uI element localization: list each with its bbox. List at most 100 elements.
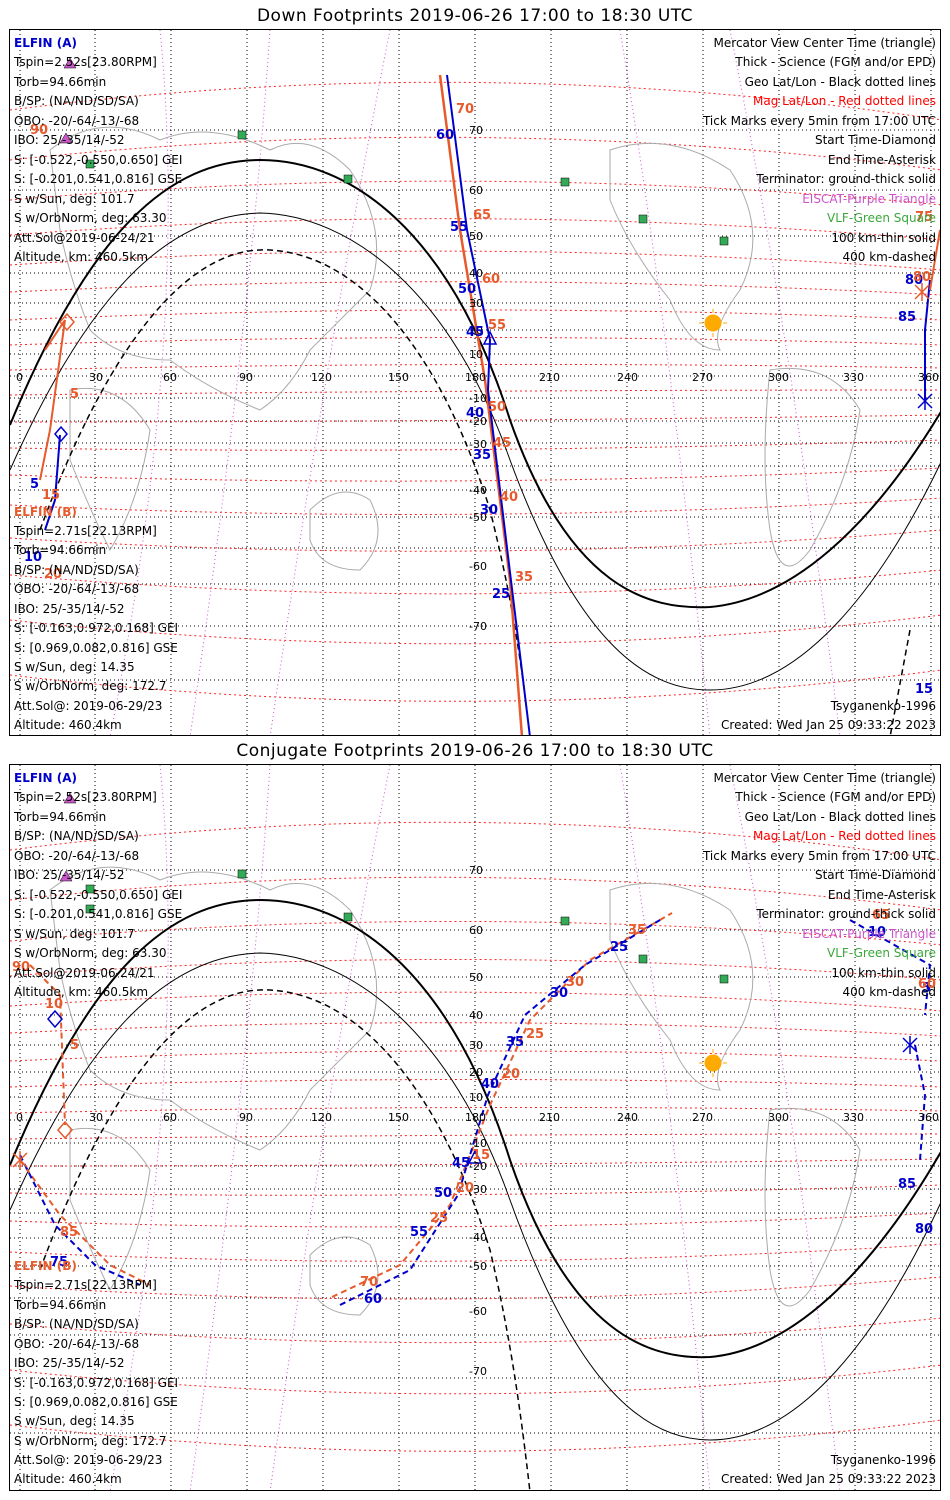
legend-view: Mercator View Center Time (triangle) bbox=[713, 36, 936, 50]
lon-tick: 150 bbox=[388, 1111, 409, 1124]
track-time-label: 25 bbox=[430, 1211, 449, 1226]
start-diamond bbox=[57, 1120, 73, 1140]
vlf-station-marker bbox=[343, 912, 353, 922]
vlf-station-marker bbox=[237, 869, 247, 879]
lat-tick: -50 bbox=[469, 511, 487, 524]
eiscat-triangle bbox=[59, 870, 73, 882]
elfin-b-info: S w/OrbNorm, deg: 172.7 bbox=[14, 1434, 167, 1448]
lat-tick: -30 bbox=[469, 438, 487, 451]
lat-tick: -40 bbox=[469, 1231, 487, 1244]
track-time-label: 25 bbox=[610, 940, 629, 955]
track-time-label: 5 bbox=[922, 981, 932, 996]
vlf-station-marker bbox=[85, 904, 95, 914]
elfin-a-info: IBO: 25/-35/14/-52 bbox=[14, 868, 125, 882]
lat-tick: -10 bbox=[469, 392, 487, 405]
track-time-label: 15 bbox=[472, 1148, 491, 1163]
elfin-b-info: S w/Sun, deg: 14.35 bbox=[14, 660, 135, 674]
elfin-a-info: Altitude, km: 460.5km bbox=[14, 250, 149, 264]
lat-tick: -40 bbox=[469, 484, 487, 497]
elfin-b-info: Altitude: 460.4km bbox=[14, 1472, 122, 1486]
elfin-b-info: Altitude: 460.4km bbox=[14, 718, 122, 732]
track-time-label: 20 bbox=[502, 1067, 521, 1082]
legend-start: Start Time-Diamond bbox=[814, 133, 936, 147]
lon-tick: 180 bbox=[465, 1111, 486, 1124]
track-time-label: 65 bbox=[473, 208, 492, 223]
track-time-label: 60 bbox=[482, 272, 501, 287]
lat-tick: 60 bbox=[469, 924, 483, 937]
legend-ticks: Tick Marks every 5min from 17:00 UTC bbox=[702, 849, 936, 863]
elfin-a-info: S: [-0.201,0.541,0.816] GSE bbox=[14, 907, 183, 921]
panel-title-down: Down Footprints 2019-06-26 17:00 to 18:3… bbox=[256, 6, 694, 26]
legend-terminator: Terminator: ground-thick solid bbox=[756, 172, 936, 186]
lat-tick: 50 bbox=[469, 230, 483, 243]
track-time-label: 15 bbox=[42, 488, 61, 503]
elfin-a-info: S: [-0.201,0.541,0.816] GSE bbox=[14, 172, 183, 186]
lat-tick: -30 bbox=[469, 1183, 487, 1196]
lon-tick: 210 bbox=[539, 371, 560, 384]
track-time-label: 5 bbox=[30, 477, 40, 492]
elfin-a-info: Att.Sol@2019-06-24/21 bbox=[14, 966, 155, 980]
elfin-b-info: B/SP: (NA/ND/SD/SA) bbox=[14, 563, 139, 577]
end-asterisk bbox=[917, 392, 933, 410]
lat-tick: -60 bbox=[469, 560, 487, 573]
track-time-label: 80 bbox=[915, 1222, 934, 1237]
legend-terminator: Terminator: ground-thick solid bbox=[756, 907, 936, 921]
track-time-label: 85 bbox=[60, 1225, 79, 1240]
lat-tick: 10 bbox=[469, 348, 483, 361]
track-time-label: 20 bbox=[44, 567, 63, 582]
lon-tick: 330 bbox=[843, 371, 864, 384]
track-time-label: 50 bbox=[434, 1186, 453, 1201]
end-asterisk bbox=[902, 1036, 918, 1054]
lon-tick: 90 bbox=[239, 1111, 253, 1124]
track-time-label: 90 bbox=[30, 123, 49, 138]
legend-400km: 400 km-dashed bbox=[842, 250, 936, 264]
created-label: Created: Wed Jan 25 09:33:22 2023 bbox=[721, 1472, 936, 1486]
track-time-label: 70 bbox=[456, 102, 475, 117]
elfin-a-info: S w/OrbNorm, deg: 63.30 bbox=[14, 211, 167, 225]
lat-tick: -20 bbox=[469, 1160, 487, 1173]
elfin-b-info: S: [0.969,0.082,0.816] GSE bbox=[14, 641, 178, 655]
track-time-label: 30 bbox=[566, 975, 585, 990]
vlf-station-marker bbox=[638, 214, 648, 224]
track-time-label: 30 bbox=[550, 986, 569, 1001]
track-time-label: 60 bbox=[918, 977, 937, 992]
legend-thick: Thick - Science (FGM and/or EPD) bbox=[735, 55, 936, 69]
legend-geo: Geo Lat/Lon - Black dotted lines bbox=[744, 810, 936, 824]
track-time-label: 10 bbox=[24, 550, 43, 565]
elfin-b-info: S: [0.969,0.082,0.816] GSE bbox=[14, 1395, 178, 1409]
lon-tick: 300 bbox=[768, 371, 789, 384]
track-time-label: 45 bbox=[452, 1156, 471, 1171]
elfin-a-info: Tspin=2.52s[23.80RPM] bbox=[14, 55, 157, 69]
lat-tick: -50 bbox=[469, 1260, 487, 1273]
elfin-a-info: Torb=94.66min bbox=[14, 75, 107, 89]
legend-view: Mercator View Center Time (triangle) bbox=[713, 771, 936, 785]
center-time-triangle bbox=[482, 330, 498, 345]
lat-tick: 30 bbox=[469, 297, 483, 310]
start-diamond bbox=[54, 425, 68, 443]
legend-start: Start Time-Diamond bbox=[814, 868, 936, 882]
model-label: Tsyganenko-1996 bbox=[830, 1453, 936, 1467]
track-time-label: 55 bbox=[488, 318, 507, 333]
lon-tick: 60 bbox=[163, 1111, 177, 1124]
elfin-b-info: Tspin=2.71s[22.13RPM] bbox=[14, 524, 157, 538]
legend-eiscat: EISCAT-Purple Triangle bbox=[802, 927, 936, 941]
track-time-label: 35 bbox=[515, 570, 534, 585]
track-time-label: 35 bbox=[473, 448, 492, 463]
elfin-a-info: S w/Sun, deg: 101.7 bbox=[14, 192, 135, 206]
elfin-a-info: Tspin=2.52s[23.80RPM] bbox=[14, 790, 157, 804]
legend-ticks: Tick Marks every 5min from 17:00 UTC bbox=[702, 114, 936, 128]
elfin-a-info: S w/OrbNorm, deg: 63.30 bbox=[14, 946, 167, 960]
track-time-label: 25 bbox=[492, 587, 511, 602]
conjugate-footprints-map: 0 30 60 90 120 150 180 210 240 270 300 3… bbox=[9, 764, 941, 1491]
end-asterisk bbox=[12, 1151, 28, 1169]
legend-mag: Mag Lat/Lon - Red dotted lines bbox=[752, 94, 936, 108]
track-time-label: 40 bbox=[500, 490, 519, 505]
track-time-label: 40 bbox=[481, 1077, 500, 1092]
lat-tick: -70 bbox=[469, 1365, 487, 1378]
elfin-a-info: IBO: 25/-35/14/-52 bbox=[14, 133, 125, 147]
model-label: Tsyganenko-1996 bbox=[830, 699, 936, 713]
lat-tick: -70 bbox=[469, 620, 487, 633]
elfin-b-info: S: [-0.163,0.972,0.168] GEI bbox=[14, 621, 179, 635]
track-time-label: 60 bbox=[364, 1292, 383, 1307]
elfin-b-info: Torb=94.66min bbox=[14, 543, 107, 557]
